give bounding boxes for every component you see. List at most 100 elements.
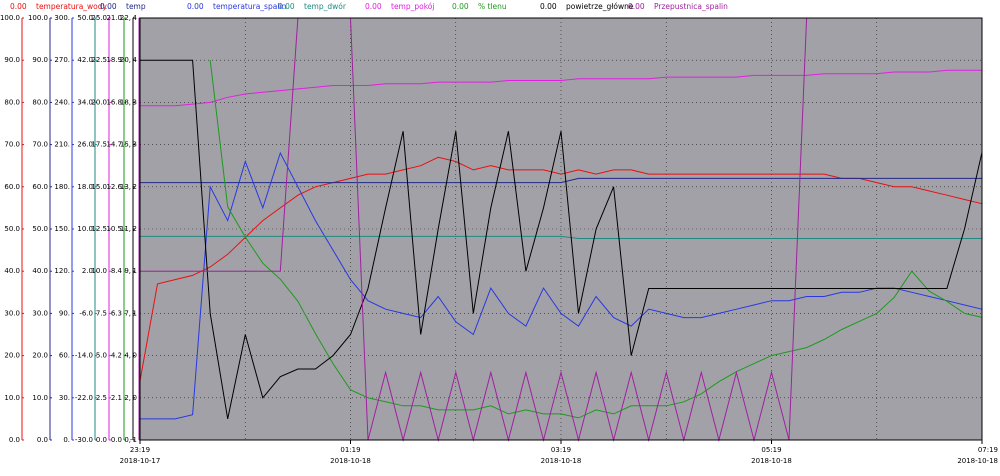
y-tick-label: 80.0 (4, 98, 20, 106)
series-line (140, 69, 982, 107)
y-tick-label: 100.0 (28, 14, 48, 22)
x-tick-date: 2018-10-18 (751, 457, 792, 465)
legend-name: temp (126, 2, 146, 11)
legend-reading: 0.00 (452, 2, 469, 11)
y-tick-label: 10.0 (4, 394, 20, 402)
legend-reading: 0.00 (10, 2, 27, 11)
y-tick-label: 300. (54, 14, 70, 22)
y-tick-label: 6.3 (111, 309, 122, 317)
series-line (140, 235, 982, 239)
y-tick-label: 0.0 (9, 436, 20, 444)
series-line (140, 59, 983, 420)
legend-name: temperatura_spalin (213, 2, 286, 11)
y-tick-label: 12.6 (106, 183, 122, 191)
y-tick-label: 10.0 (32, 394, 48, 402)
y-tick-label: 180. (54, 183, 70, 191)
y-tick-label: 2.1 (111, 394, 122, 402)
y-tick-label: 14.7 (106, 141, 122, 149)
y-tick-label: 0.0 (96, 436, 107, 444)
x-tick-label: 03:19 (551, 446, 571, 454)
legend-reading: 0.00 (628, 2, 645, 11)
y-tick-label: 2.5 (96, 394, 107, 402)
y-tick-label: 1 (133, 309, 137, 317)
y-tick-label: 40.0 (4, 267, 20, 275)
y-tick-label: 0 (133, 394, 137, 402)
y-tick-label: 0.0 (37, 436, 48, 444)
y-tick-label: -30.0 (75, 436, 93, 444)
y-tick-label: 0.0 (111, 436, 122, 444)
y-tick-label: 90. (59, 309, 70, 317)
y-tick-label: 20.0 (91, 98, 107, 106)
legend-name: temp_pokój (391, 2, 434, 11)
y-tick-label: 80.0 (32, 98, 48, 106)
y-tick-label: 8.4 (111, 267, 123, 275)
y-tick-label: 30.0 (4, 309, 20, 317)
y-tick-label: 4.2 (111, 352, 122, 360)
series-line (209, 60, 983, 419)
y-tick-label: 70.0 (4, 141, 20, 149)
y-tick-label: 50.0 (4, 225, 20, 233)
series-line (140, 151, 983, 420)
y-tick-label: 5.0 (96, 352, 107, 360)
y-tick-label: 60.0 (32, 183, 48, 191)
y-tick-label: 13, (120, 183, 131, 191)
x-tick-label: 23:19 (130, 446, 150, 454)
x-tick-date: 2018-10-18 (957, 457, 998, 465)
x-tick-label: 07:19 (978, 446, 998, 454)
y-tick-label: 17.5 (91, 141, 107, 149)
plot-frame (139, 17, 983, 441)
y-tick-label: -22.0 (75, 394, 93, 402)
y-tick-label: 2 (133, 183, 137, 191)
y-tick-label: 2 (133, 225, 137, 233)
y-tick-label: 2, (124, 394, 131, 402)
y-tick-label: 25.0 (91, 14, 107, 22)
y-tick-label: 9, (124, 267, 131, 275)
legend-reading: 0.00 (365, 2, 382, 11)
y-tick-label: 0, (124, 436, 131, 444)
x-tick-date: 2018-10-18 (541, 457, 582, 465)
y-tick-label: 240. (54, 98, 70, 106)
y-tick-label: 42.0 (77, 56, 93, 64)
y-tick-label: 7.5 (96, 309, 107, 317)
x-tick-label: 05:19 (761, 446, 781, 454)
y-tick-label: 30.0 (32, 309, 48, 317)
y-tick-label: 10.5 (106, 225, 122, 233)
y-tick-label: 11, (120, 225, 131, 233)
y-tick-label: 270. (54, 56, 70, 64)
legend-name: temp_dwór (304, 2, 347, 11)
y-tick-label: 3 (133, 141, 137, 149)
y-tick-label: 3 (133, 98, 137, 106)
y-tick-label: 26.0 (77, 141, 93, 149)
y-tick-label: 4 (133, 56, 138, 64)
y-tick-label: 1 (133, 267, 137, 275)
y-tick-label: 15.0 (91, 183, 107, 191)
y-tick-label: -14.0 (75, 352, 93, 360)
y-tick-label: 0 (133, 352, 137, 360)
y-tick-label: 4 (133, 14, 138, 22)
y-tick-label: 16.8 (106, 98, 122, 106)
y-tick-label: -1 (130, 436, 137, 444)
y-tick-label: 50.0 (77, 14, 93, 22)
x-tick-date: 2018-10-18 (330, 457, 371, 465)
legend-reading: 0.00 (100, 2, 117, 11)
y-tick-label: 40.0 (32, 267, 48, 275)
legend-name: powietrze_główne (566, 2, 634, 11)
y-tick-label: 2.0 (82, 267, 93, 275)
y-tick-label: 20.0 (4, 352, 20, 360)
y-tick-label: 12.5 (91, 225, 107, 233)
y-tick-label: -6.0 (79, 309, 93, 317)
y-tick-label: 15, (120, 141, 131, 149)
y-tick-label: 100.0 (0, 14, 20, 22)
y-tick-label: 90.0 (4, 56, 20, 64)
y-tick-label: 150. (54, 225, 70, 233)
y-tick-label: 10.0 (91, 267, 107, 275)
y-tick-label: 90.0 (32, 56, 48, 64)
y-tick-label: 7, (124, 309, 131, 317)
y-tick-label: 20.0 (32, 352, 48, 360)
y-tick-label: 18.9 (106, 56, 122, 64)
y-tick-label: 50.0 (32, 225, 48, 233)
y-tick-label: 70.0 (32, 141, 48, 149)
legend-reading: 0.00 (540, 2, 557, 11)
